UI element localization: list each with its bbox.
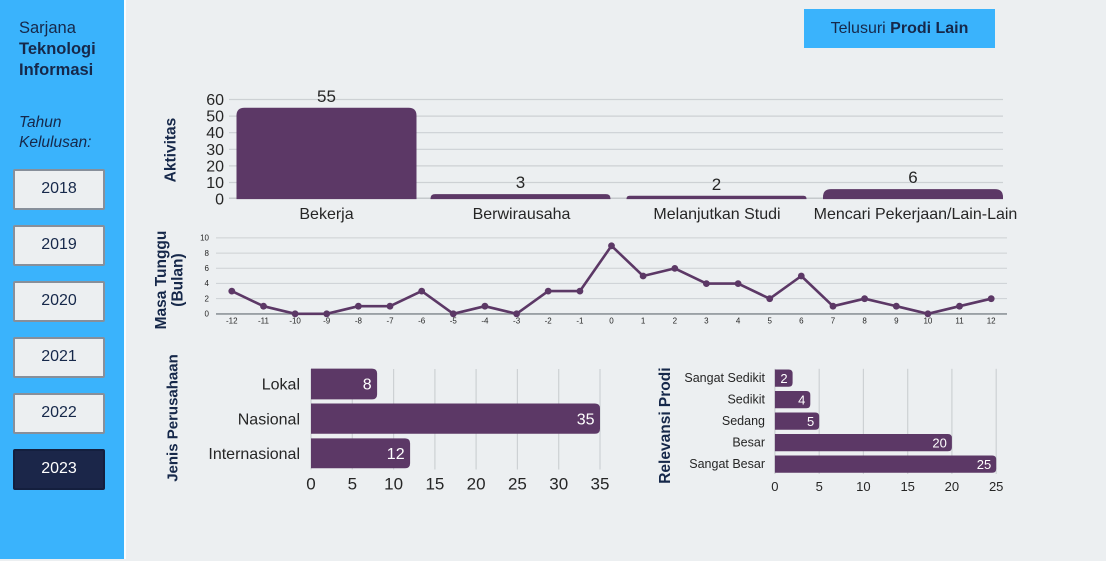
svg-text:0: 0 xyxy=(215,192,224,209)
svg-text:3: 3 xyxy=(704,316,709,325)
svg-text:50: 50 xyxy=(206,109,224,126)
svg-text:-3: -3 xyxy=(513,316,521,325)
svg-text:8: 8 xyxy=(862,316,867,325)
svg-text:20: 20 xyxy=(206,158,224,175)
svg-text:25: 25 xyxy=(508,474,527,493)
svg-text:5: 5 xyxy=(767,316,772,325)
svg-text:(Bulan): (Bulan) xyxy=(170,253,187,306)
svg-text:Berwirausaha: Berwirausaha xyxy=(473,206,571,223)
svg-text:0: 0 xyxy=(609,316,614,325)
svg-text:5: 5 xyxy=(348,474,357,493)
svg-text:55: 55 xyxy=(317,87,336,106)
svg-text:40: 40 xyxy=(206,125,224,142)
svg-text:Masa Tunggu: Masa Tunggu xyxy=(153,231,170,330)
svg-text:Internasional: Internasional xyxy=(208,446,300,463)
svg-text:30: 30 xyxy=(206,142,224,159)
svg-text:Jenis Perusahaan: Jenis Perusahaan xyxy=(165,354,182,482)
svg-text:3: 3 xyxy=(516,173,525,192)
svg-text:0: 0 xyxy=(205,310,210,319)
svg-text:Mencari Pekerjaan/Lain-Lain: Mencari Pekerjaan/Lain-Lain xyxy=(814,206,1018,223)
svg-text:5: 5 xyxy=(807,414,814,429)
svg-text:2: 2 xyxy=(712,175,721,194)
svg-text:10: 10 xyxy=(856,479,870,494)
svg-text:20: 20 xyxy=(932,435,946,450)
svg-text:Bekerja: Bekerja xyxy=(299,206,353,223)
svg-text:11: 11 xyxy=(955,316,964,325)
svg-text:12: 12 xyxy=(387,446,405,463)
svg-text:-6: -6 xyxy=(418,316,426,325)
svg-text:4: 4 xyxy=(798,392,805,407)
svg-text:10: 10 xyxy=(200,234,209,243)
svg-text:15: 15 xyxy=(900,479,914,494)
svg-text:-7: -7 xyxy=(386,316,394,325)
svg-text:35: 35 xyxy=(577,411,595,428)
svg-text:Relevansi Prodi: Relevansi Prodi xyxy=(657,367,674,483)
svg-text:10: 10 xyxy=(384,474,403,493)
svg-text:8: 8 xyxy=(363,377,372,394)
svg-text:2: 2 xyxy=(673,316,678,325)
svg-text:-9: -9 xyxy=(323,316,331,325)
svg-text:Besar: Besar xyxy=(732,436,765,450)
svg-text:12: 12 xyxy=(987,316,996,325)
svg-text:6: 6 xyxy=(799,316,804,325)
svg-text:15: 15 xyxy=(425,474,444,493)
svg-text:Sedang: Sedang xyxy=(722,414,765,428)
svg-text:1: 1 xyxy=(641,316,646,325)
svg-text:4: 4 xyxy=(205,279,210,288)
svg-text:-4: -4 xyxy=(481,316,489,325)
svg-text:2: 2 xyxy=(205,294,210,303)
svg-text:8: 8 xyxy=(205,249,210,258)
svg-text:-11: -11 xyxy=(258,316,270,325)
svg-text:-10: -10 xyxy=(289,316,301,325)
svg-text:25: 25 xyxy=(989,479,1003,494)
svg-text:Sedikit: Sedikit xyxy=(727,393,765,407)
svg-text:9: 9 xyxy=(894,316,899,325)
svg-text:-1: -1 xyxy=(576,316,584,325)
svg-text:Lokal: Lokal xyxy=(262,377,300,394)
svg-text:Melanjutkan Studi: Melanjutkan Studi xyxy=(653,206,780,223)
svg-text:30: 30 xyxy=(549,474,568,493)
svg-text:0: 0 xyxy=(771,479,778,494)
svg-text:-12: -12 xyxy=(226,316,238,325)
svg-text:10: 10 xyxy=(923,316,932,325)
svg-text:35: 35 xyxy=(591,474,610,493)
svg-text:-8: -8 xyxy=(355,316,363,325)
svg-text:Sangat Besar: Sangat Besar xyxy=(689,457,765,471)
svg-text:Nasional: Nasional xyxy=(238,411,300,428)
svg-text:6: 6 xyxy=(205,264,210,273)
svg-text:10: 10 xyxy=(206,175,224,192)
svg-text:20: 20 xyxy=(467,474,486,493)
svg-text:Aktivitas: Aktivitas xyxy=(163,118,180,183)
svg-text:60: 60 xyxy=(206,92,224,109)
svg-text:25: 25 xyxy=(977,457,991,472)
svg-text:20: 20 xyxy=(945,479,959,494)
svg-text:0: 0 xyxy=(306,474,315,493)
svg-text:Sangat Sedikit: Sangat Sedikit xyxy=(684,371,765,385)
svg-text:4: 4 xyxy=(736,316,741,325)
svg-text:6: 6 xyxy=(908,168,917,187)
svg-text:7: 7 xyxy=(831,316,836,325)
svg-text:-2: -2 xyxy=(545,316,553,325)
svg-text:5: 5 xyxy=(816,479,823,494)
svg-text:-5: -5 xyxy=(450,316,458,325)
svg-text:2: 2 xyxy=(780,371,787,386)
